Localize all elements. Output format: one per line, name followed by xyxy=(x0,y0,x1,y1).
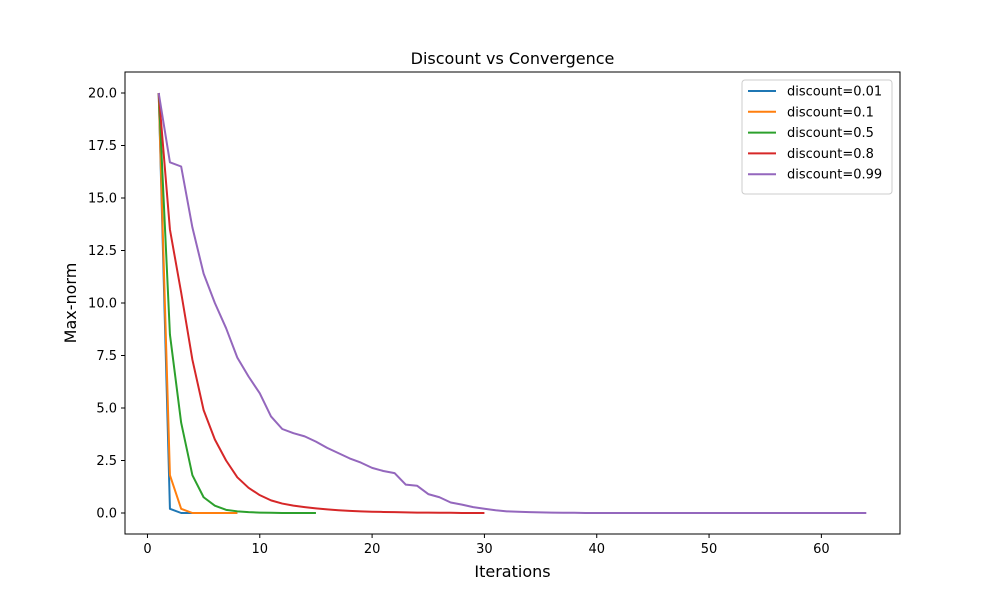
x-tick-label: 10 xyxy=(252,542,269,557)
x-axis-ticks: 0 10 20 30 40 50 60 xyxy=(143,534,830,557)
x-tick-label: 30 xyxy=(476,542,493,557)
y-axis-ticks: 0.0 2.5 5.0 7.5 10.0 12.5 15.0 17.5 20.0 xyxy=(88,87,125,522)
legend: discount=0.01 discount=0.1 discount=0.5 dis… xyxy=(741,79,893,195)
legend-label-0: discount=0.01 xyxy=(787,85,882,100)
series-layer xyxy=(157,92,867,514)
legend-label-3: discount=0.8 xyxy=(787,147,874,162)
series-line-1 xyxy=(157,92,238,514)
legend-box xyxy=(741,79,893,195)
y-tick-label: 2.5 xyxy=(96,454,117,469)
y-tick-label: 7.5 xyxy=(96,349,117,364)
legend-label-2: discount=0.5 xyxy=(787,126,874,141)
y-tick-label: 10.0 xyxy=(88,297,117,312)
x-tick-label: 60 xyxy=(813,542,830,557)
y-tick-label: 20.0 xyxy=(88,87,117,102)
y-tick-label: 12.5 xyxy=(88,244,117,259)
x-tick-label: 20 xyxy=(364,542,381,557)
x-tick-label: 40 xyxy=(588,542,605,557)
y-tick-label: 17.5 xyxy=(88,139,117,154)
y-tick-label: 15.0 xyxy=(88,192,117,207)
legend-label-4: discount=0.99 xyxy=(787,168,882,183)
chart-title: Discount vs Convergence xyxy=(411,49,615,68)
series-line-3 xyxy=(157,92,485,514)
x-tick-label: 0 xyxy=(143,542,151,557)
y-tick-label: 5.0 xyxy=(96,402,117,417)
y-axis-label: Max-norm xyxy=(61,263,80,344)
legend-label-1: discount=0.1 xyxy=(787,105,874,120)
x-tick-label: 50 xyxy=(701,542,718,557)
y-tick-label: 0.0 xyxy=(96,507,117,522)
series-line-4 xyxy=(157,92,867,514)
x-axis-label: Iterations xyxy=(474,562,550,581)
series-line-2 xyxy=(157,92,316,514)
